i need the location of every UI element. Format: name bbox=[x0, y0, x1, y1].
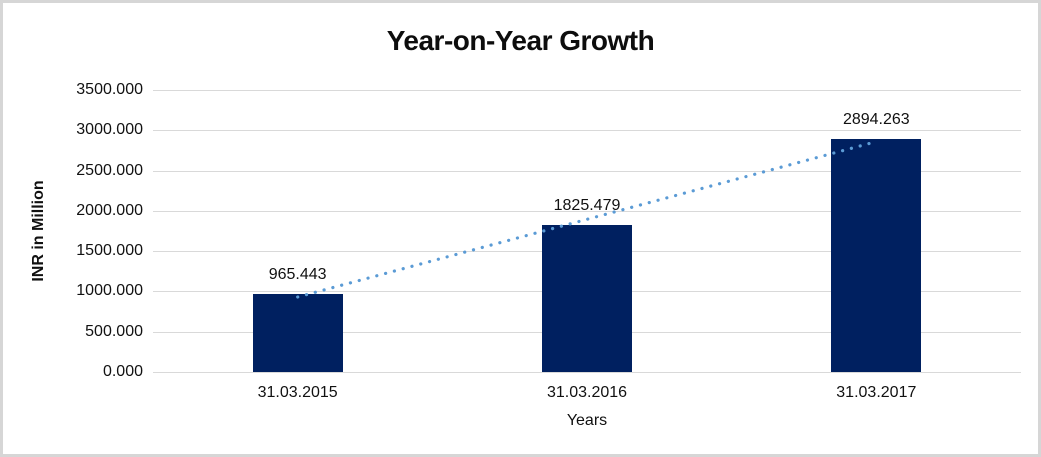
y-tick-label: 3000.000 bbox=[76, 121, 143, 139]
data-label: 965.443 bbox=[268, 266, 327, 284]
y-tick-label: 500.000 bbox=[85, 322, 143, 340]
x-tick-label: 31.03.2015 bbox=[257, 384, 338, 401]
chart-title: Year-on-Year Growth bbox=[386, 25, 655, 56]
bar-31.03.2015 bbox=[252, 294, 343, 372]
x-tick-label: 31.03.2017 bbox=[836, 384, 917, 401]
x-axis-title: Years bbox=[566, 412, 608, 429]
data-label: 2894.263 bbox=[842, 110, 910, 128]
y-tick-label: 2500.000 bbox=[76, 161, 143, 179]
y-tick-label: 1000.000 bbox=[76, 282, 143, 300]
data-label: 1825.479 bbox=[553, 196, 621, 214]
gridline bbox=[153, 372, 1021, 373]
gridline bbox=[153, 90, 1021, 91]
y-tick-label: 3500.000 bbox=[76, 81, 143, 98]
y-tick-label: 1500.000 bbox=[76, 242, 143, 260]
y-tick-label: 2000.000 bbox=[76, 201, 143, 219]
gridline bbox=[153, 130, 1021, 132]
plot-area: 965.443 1825.479 2894.263 bbox=[153, 90, 1021, 373]
y-axis-title: INR in Million bbox=[30, 180, 47, 282]
bar-31.03.2016 bbox=[542, 224, 632, 372]
x-tick-label: 31.03.2016 bbox=[546, 384, 628, 401]
y-tick-label: 0.000 bbox=[102, 363, 143, 380]
bar-31.03.2017 bbox=[831, 138, 922, 372]
